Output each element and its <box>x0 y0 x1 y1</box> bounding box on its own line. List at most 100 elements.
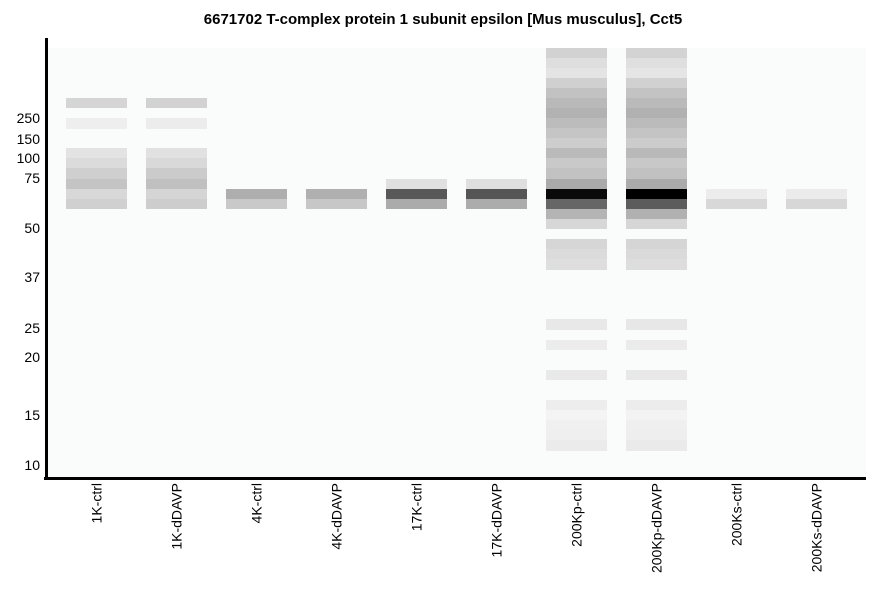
gel-band <box>626 97 687 109</box>
gel-band <box>786 198 847 210</box>
lane-label: 17K-ctrl <box>408 483 424 532</box>
gel-band <box>386 188 447 200</box>
mw-marker-label: 37 <box>24 269 40 285</box>
gel-band <box>66 158 127 169</box>
gel-band <box>626 87 687 99</box>
gel-band <box>66 188 127 200</box>
gel-band <box>146 158 207 169</box>
lane-label: 1K-dDAVP <box>168 483 184 550</box>
gel-band <box>466 198 527 210</box>
gel-band <box>626 249 687 260</box>
gel-band <box>546 47 607 59</box>
gel-band <box>546 87 607 99</box>
lane-label: 4K-ctrl <box>248 483 264 524</box>
gel-band <box>466 178 527 189</box>
gel-band <box>626 339 687 351</box>
y-axis-line <box>45 38 48 480</box>
gel-band <box>66 198 127 210</box>
gel-band <box>626 67 687 79</box>
gel-band <box>626 218 687 230</box>
gel-band <box>146 188 207 200</box>
gel-band <box>626 198 687 210</box>
gel-band <box>546 178 607 189</box>
gel-band <box>546 339 607 351</box>
lane-label: 200Ks-dDAVP <box>808 483 824 573</box>
lane-label: 17K-dDAVP <box>488 483 504 558</box>
lane-label: 4K-dDAVP <box>328 483 344 550</box>
gel-band <box>226 188 287 200</box>
gel-band <box>546 77 607 89</box>
gel-band <box>706 198 767 210</box>
gel-band <box>546 188 607 200</box>
gel-band <box>626 118 687 129</box>
gel-band <box>66 148 127 159</box>
gel-band <box>626 168 687 179</box>
gel-band <box>626 148 687 159</box>
gel-band <box>546 369 607 381</box>
mw-marker-label: 150 <box>16 131 40 147</box>
gel-band <box>546 430 607 441</box>
gel-band <box>66 178 127 189</box>
gel-band <box>626 77 687 89</box>
gel-band <box>546 198 607 210</box>
gel-band <box>306 198 367 210</box>
gel-band <box>546 238 607 250</box>
mw-marker-label: 75 <box>24 170 40 186</box>
gel-band <box>146 148 207 159</box>
gel-band <box>706 188 767 200</box>
gel-band <box>466 188 527 200</box>
gel-band <box>626 128 687 139</box>
gel-band <box>146 118 207 129</box>
mw-marker-label: 25 <box>24 320 40 336</box>
gel-band <box>546 138 607 149</box>
lane-label: 200Ks-ctrl <box>728 483 744 547</box>
gel-band <box>546 118 607 129</box>
plot-area <box>48 48 866 477</box>
gel-band <box>626 138 687 149</box>
gel-band <box>626 47 687 59</box>
gel-band <box>626 440 687 451</box>
lane-label: 200Kp-dDAVP <box>648 483 664 574</box>
mw-marker-label: 15 <box>24 407 40 423</box>
x-axis-line <box>44 477 866 480</box>
gel-band <box>626 158 687 169</box>
gel-band <box>546 57 607 69</box>
gel-band <box>146 198 207 210</box>
gel-band <box>546 410 607 421</box>
gel-band <box>546 158 607 169</box>
gel-band <box>626 369 687 381</box>
gel-band <box>546 67 607 79</box>
gel-band <box>546 249 607 260</box>
mw-marker-label: 100 <box>16 150 40 166</box>
chart-title: 6671702 T-complex protein 1 subunit epsi… <box>203 11 683 28</box>
gel-band <box>66 118 127 129</box>
gel-band <box>626 178 687 189</box>
gel-band <box>66 168 127 179</box>
gel-band <box>306 188 367 200</box>
mw-marker-label: 10 <box>24 457 40 473</box>
gel-band <box>546 400 607 411</box>
gel-band <box>626 238 687 250</box>
lane-label: 1K-ctrl <box>88 483 104 524</box>
gel-band <box>626 400 687 411</box>
gel-band <box>626 108 687 119</box>
lane-label: 200Kp-ctrl <box>568 483 584 547</box>
gel-band <box>546 440 607 451</box>
gel-band <box>546 97 607 109</box>
gel-band <box>626 208 687 220</box>
gel-band <box>626 420 687 431</box>
gel-band <box>66 97 127 109</box>
gel-band <box>546 259 607 270</box>
gel-band <box>146 168 207 179</box>
gel-band <box>386 198 447 210</box>
gel-band <box>626 410 687 421</box>
gel-band <box>146 97 207 109</box>
gel-band <box>146 178 207 189</box>
gel-band <box>546 168 607 179</box>
gel-band <box>786 188 847 200</box>
gel-band <box>226 198 287 210</box>
gel-band <box>546 420 607 431</box>
gel-band <box>626 57 687 69</box>
gel-band <box>546 208 607 220</box>
